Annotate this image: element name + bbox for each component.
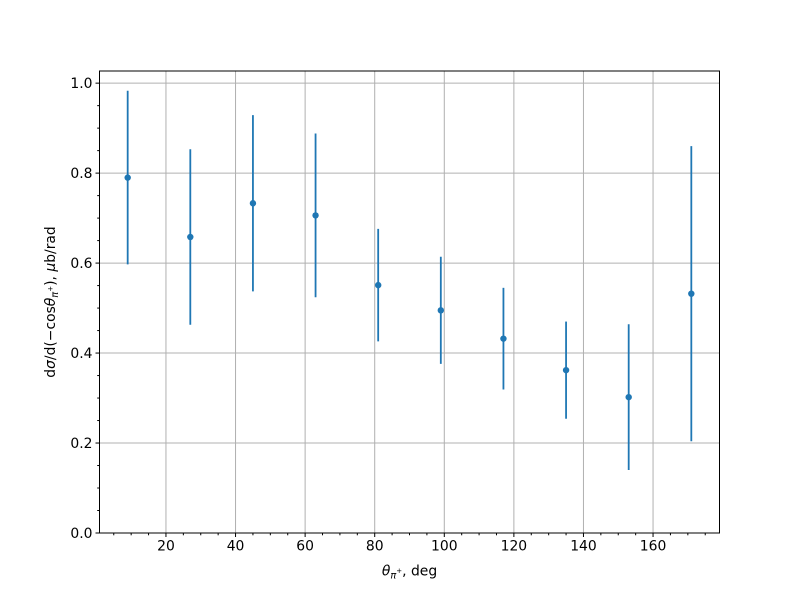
data-point-marker — [562, 366, 570, 374]
ticks — [95, 82, 706, 537]
gridlines — [99, 71, 720, 534]
x-tick-label: 160 — [640, 539, 667, 555]
y-tick-label: 0.4 — [70, 346, 92, 362]
y-tick-label: 0.2 — [70, 436, 92, 452]
data-point-marker — [625, 393, 632, 401]
x-tick-label: 20 — [157, 539, 175, 555]
x-tick-label: 60 — [296, 539, 314, 555]
data-point-marker — [374, 281, 382, 289]
y-tick-label: 1.0 — [70, 76, 92, 92]
data-point-marker — [500, 335, 507, 342]
x-axis-label: θπ+, deg — [382, 564, 437, 582]
y-tick-label: 0.6 — [70, 256, 92, 272]
y-tick-label: 0.8 — [70, 166, 92, 182]
x-tick-label: 40 — [227, 539, 245, 555]
data-point-marker — [312, 212, 319, 219]
x-tick-label: 100 — [431, 539, 458, 555]
data-point-marker — [437, 307, 445, 314]
y-axis-label: dσ/d(−cosθπ+), μb/rad — [43, 226, 61, 378]
x-tick-label: 140 — [570, 539, 597, 555]
tick-labels: 20 40 60 80 100 120 140 160 0.0 0.2 0.4 0.6 0.8 1.0 — [70, 76, 666, 554]
x-tick-label: 80 — [366, 539, 384, 555]
data-point-marker — [187, 233, 194, 241]
x-tick-label: 120 — [501, 539, 528, 555]
data-point-marker — [688, 290, 695, 297]
y-tick-label: 0.0 — [70, 526, 92, 542]
data-point-marker — [249, 200, 257, 207]
plot-area — [99, 71, 720, 533]
errorbar-series — [124, 90, 695, 471]
data-point-marker — [124, 174, 131, 181]
